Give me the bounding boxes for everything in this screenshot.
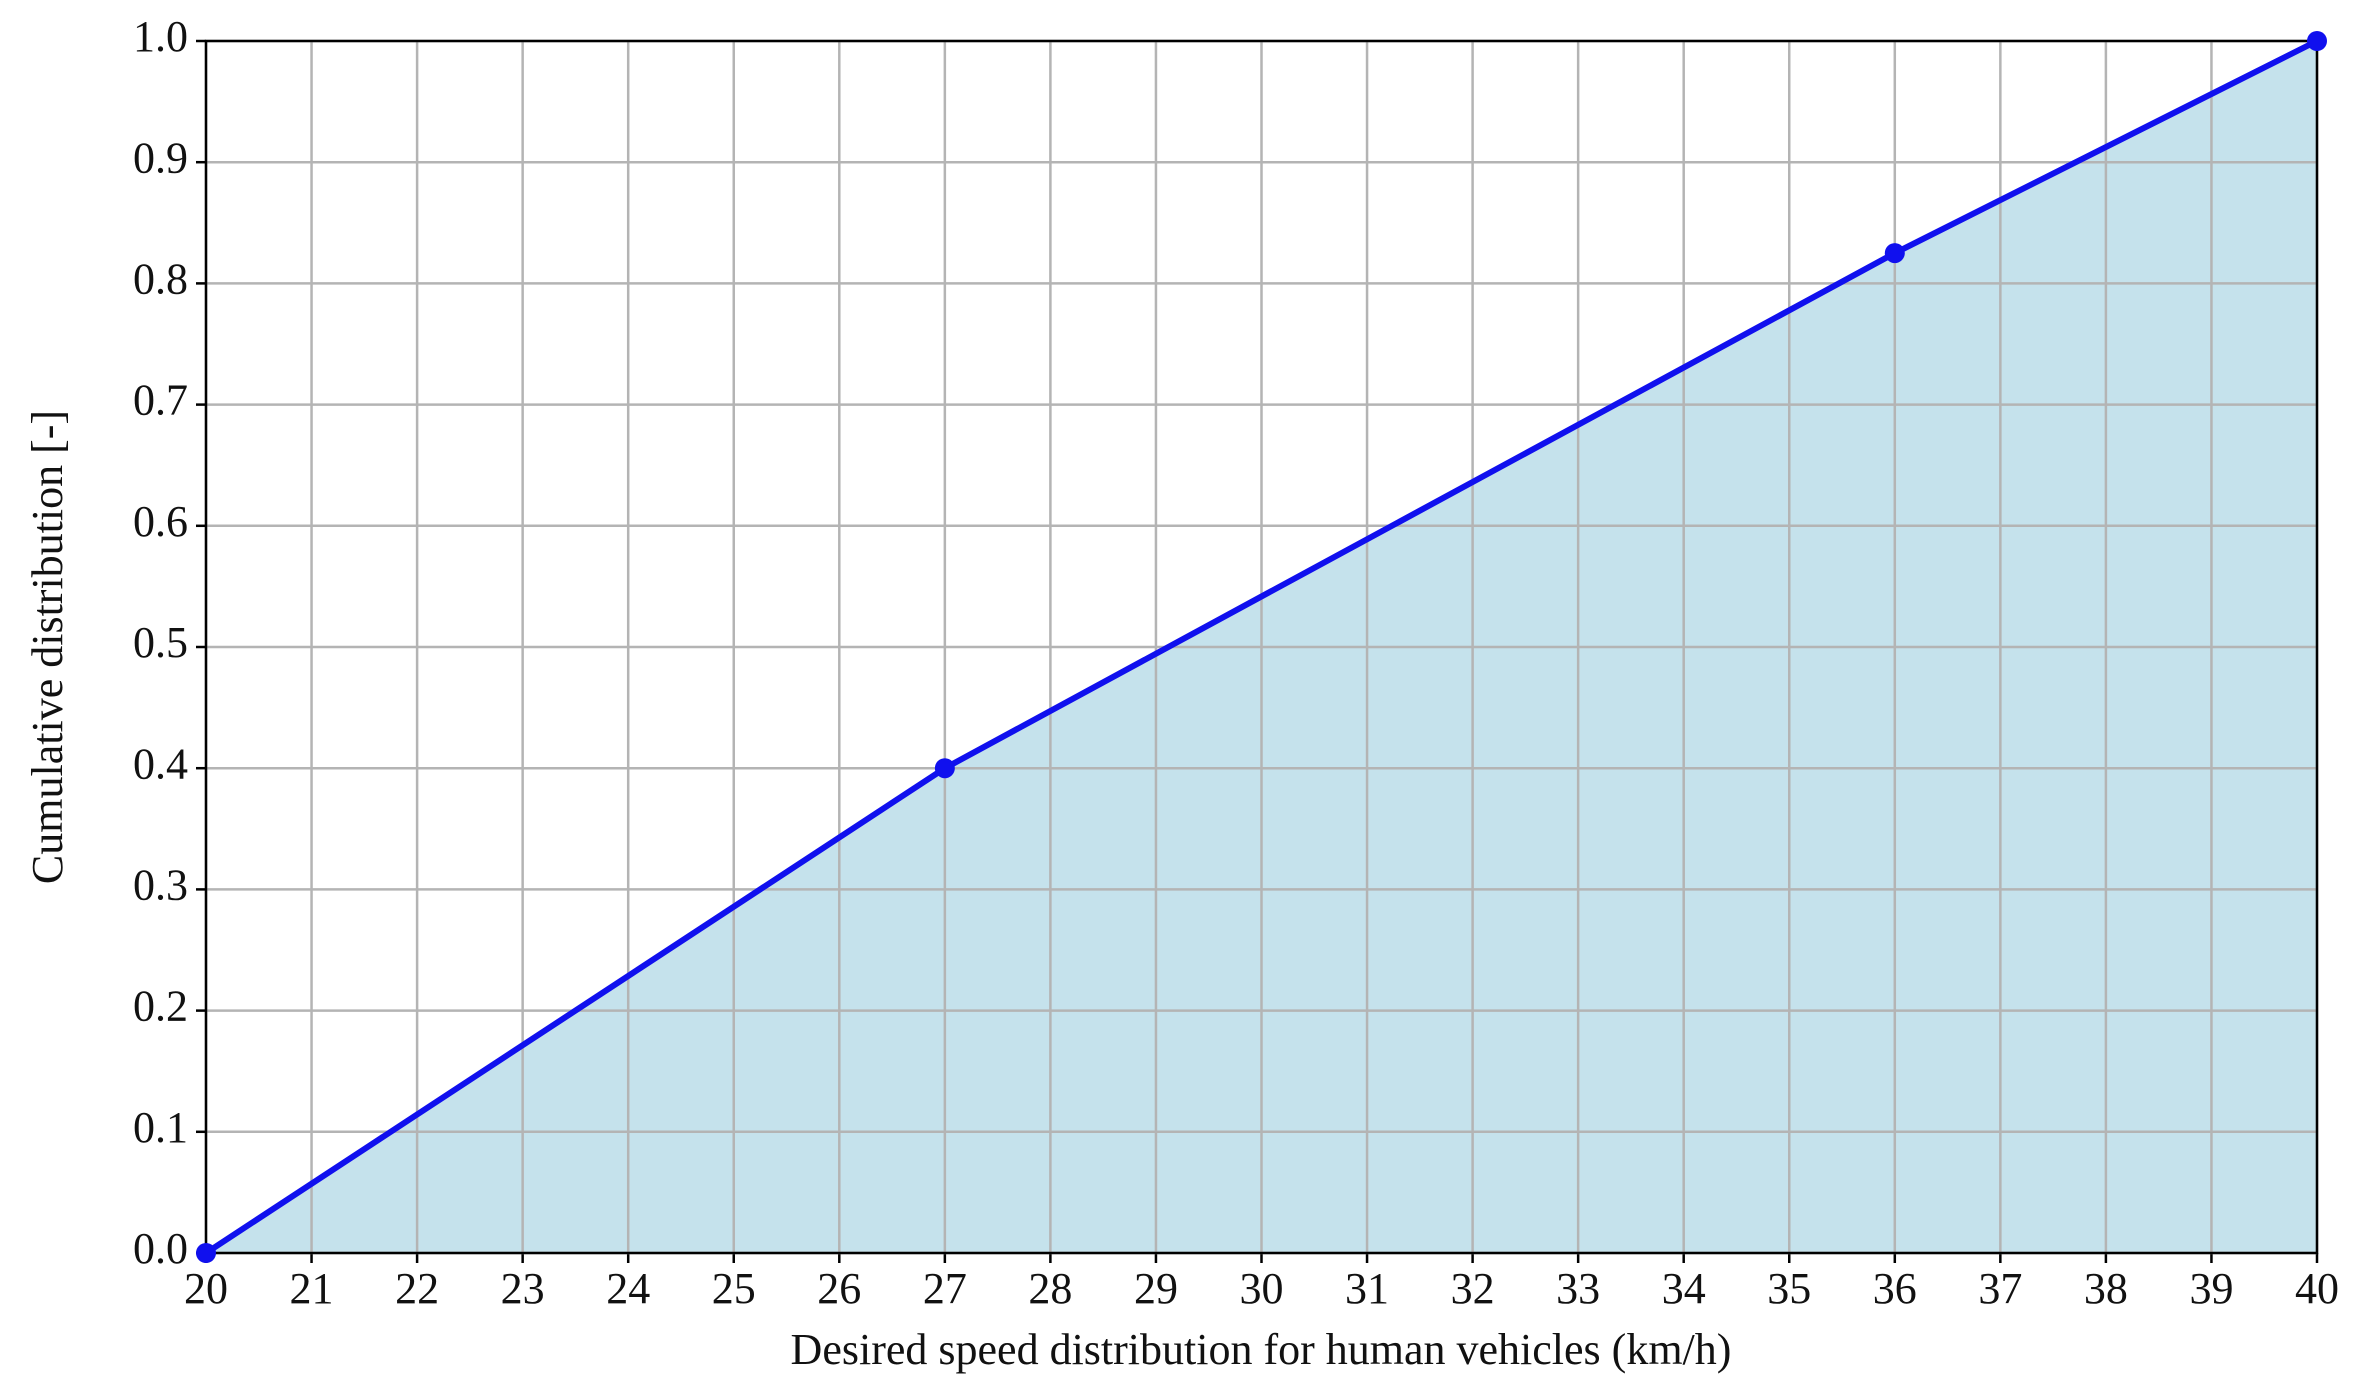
x-tick-label: 26 — [817, 1264, 861, 1313]
y-tick-label: 0.4 — [133, 739, 188, 788]
x-tick-label: 37 — [1978, 1264, 2022, 1313]
x-tick-label: 29 — [1134, 1264, 1178, 1313]
y-tick-label: 1.0 — [133, 12, 188, 61]
line — [204, 38, 2319, 1256]
x-tick-label: 32 — [1451, 1264, 1495, 1313]
point — [196, 1243, 216, 1263]
y-axis-label: Cumulative distribution [-] — [23, 410, 72, 884]
point — [2307, 31, 2327, 51]
x-tick-label: 39 — [2189, 1264, 2233, 1313]
x-tick-label: 38 — [2084, 1264, 2128, 1313]
x-tick-label: 34 — [1662, 1264, 1706, 1313]
x-tick-label: 23 — [501, 1264, 545, 1313]
y-tick-label: 0.8 — [133, 254, 188, 303]
y-tick-label: 0.6 — [133, 497, 188, 546]
x-tick-label: 31 — [1345, 1264, 1389, 1313]
x-tick-label: 40 — [2295, 1264, 2339, 1313]
x-tick-label: 21 — [290, 1264, 334, 1313]
y-tick-label: 0.2 — [133, 982, 188, 1031]
x-tick-label: 24 — [606, 1264, 650, 1313]
x-tick-label: 36 — [1873, 1264, 1917, 1313]
y-tick-label: 0.1 — [133, 1103, 188, 1152]
x-tick-label: 35 — [1767, 1264, 1811, 1313]
plot-frame — [204, 39, 2319, 1255]
y-tick-label: 0.5 — [133, 618, 188, 667]
x-tick-label: 27 — [923, 1264, 967, 1313]
x-tick-label: 33 — [1556, 1264, 1600, 1313]
x-tick-label: 25 — [712, 1264, 756, 1313]
point — [1884, 243, 1905, 264]
y-tick-label: 0.3 — [133, 860, 188, 909]
x-tick-label: 22 — [395, 1264, 439, 1313]
point — [934, 758, 955, 779]
y-tick-label: 0.0 — [133, 1224, 188, 1273]
y-tick-label: 0.9 — [133, 133, 188, 182]
x-tick-label: 20 — [184, 1264, 228, 1313]
x-tick-label: 30 — [1240, 1264, 1284, 1313]
x-tick-label: 28 — [1028, 1264, 1072, 1313]
y-tick-label: 0.7 — [133, 376, 188, 425]
x-axis-label: Desired speed distribution for human veh… — [791, 1325, 1732, 1374]
